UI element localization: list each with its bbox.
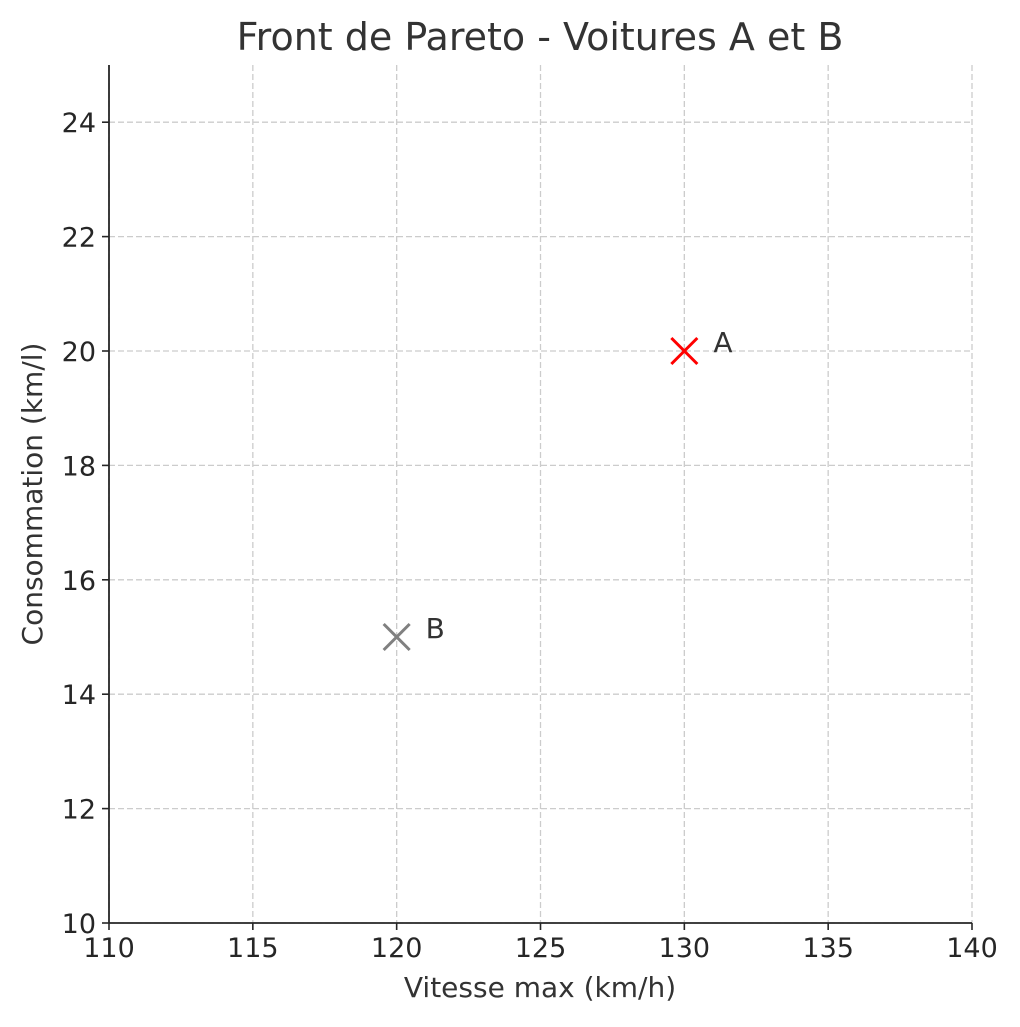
marker-stroke xyxy=(670,336,699,366)
x-tick-label: 120 xyxy=(371,933,423,964)
y-tick-label: 16 xyxy=(62,566,96,597)
y-tick-label: 22 xyxy=(62,223,96,254)
marker-stroke xyxy=(382,622,411,652)
grid xyxy=(108,65,973,924)
x-axis-label: Vitesse max (km/h) xyxy=(404,971,676,1004)
x-tick-label: 125 xyxy=(515,933,567,964)
y-tick-label: 14 xyxy=(62,680,96,711)
point-label-A: A xyxy=(713,326,732,359)
y-axis-label: Consommation (km/l) xyxy=(16,343,49,646)
x-tick-label: 110 xyxy=(83,933,135,964)
point-label-B: B xyxy=(426,612,445,645)
x-tick-label: 130 xyxy=(659,933,711,964)
chart-title: Front de Pareto - Voitures A et B xyxy=(237,15,844,59)
data-points: AB xyxy=(382,326,732,652)
y-tick-label: 18 xyxy=(62,451,96,482)
axes: 110 115 120 125 130 135 140 10 12 14 16 18 20 22 24 xyxy=(62,65,998,964)
x-tick-label: 140 xyxy=(946,933,998,964)
y-tick-label: 20 xyxy=(62,337,96,368)
point-marker-A xyxy=(670,336,699,366)
x-tick-label: 135 xyxy=(802,933,854,964)
y-tick-label: 10 xyxy=(62,909,96,940)
y-tick-label: 24 xyxy=(62,108,96,139)
x-tick-label: 115 xyxy=(227,933,279,964)
point-marker-B xyxy=(382,622,411,652)
y-tick-label: 12 xyxy=(62,795,96,826)
